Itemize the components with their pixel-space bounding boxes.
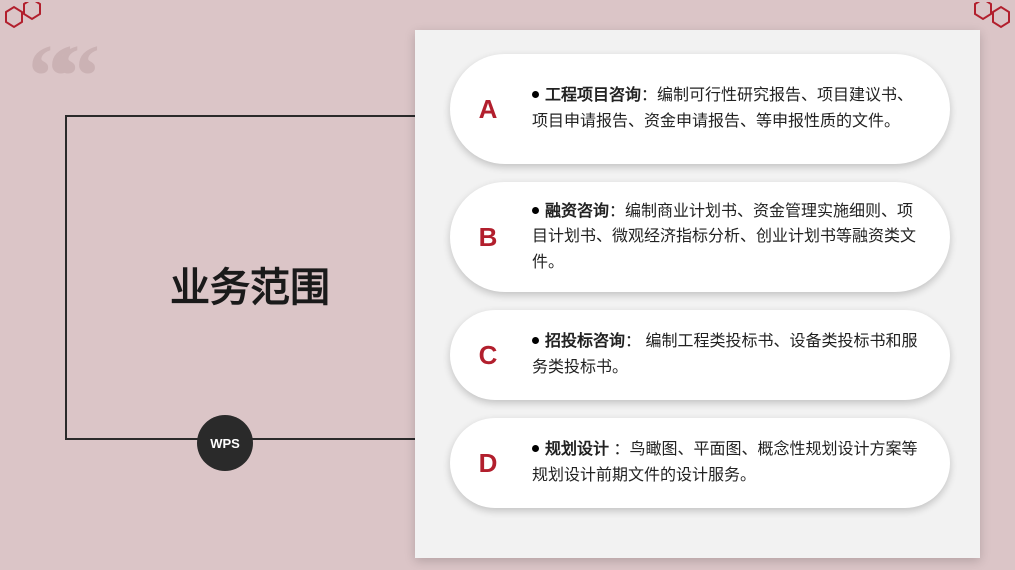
page-title: 业务范围 — [170, 255, 330, 313]
service-item: C 招投标咨询： 编制工程类投标书、设备类投标书和服务类投标书。 — [450, 310, 950, 400]
item-letter-badge: C — [462, 329, 514, 381]
quote-decoration: ““ — [28, 50, 82, 104]
items-panel: A 工程项目咨询：编制可行性研究报告、项目建议书、项目申请报告、资金申请报告、等… — [415, 30, 980, 558]
service-item: B 融资咨询：编制商业计划书、资金管理实施细则、项目计划书、微观经济指标分析、创… — [450, 182, 950, 292]
item-letter-badge: B — [462, 211, 514, 263]
item-letter-badge: D — [462, 437, 514, 489]
service-item: A 工程项目咨询：编制可行性研究报告、项目建议书、项目申请报告、资金申请报告、等… — [450, 54, 950, 164]
service-item: D 规划设计 ：鸟瞰图、平面图、概念性规划设计方案等规划设计前期文件的设计服务。 — [450, 418, 950, 508]
wps-badge: WPS — [197, 415, 253, 471]
item-text: 融资咨询：编制商业计划书、资金管理实施细则、项目计划书、微观经济指标分析、创业计… — [514, 183, 950, 292]
item-letter-badge: A — [462, 83, 514, 135]
item-text: 工程项目咨询：编制可行性研究报告、项目建议书、项目申请报告、资金申请报告、等申报… — [514, 67, 950, 150]
item-text: 规划设计 ：鸟瞰图、平面图、概念性规划设计方案等规划设计前期文件的设计服务。 — [514, 421, 950, 504]
item-text: 招投标咨询： 编制工程类投标书、设备类投标书和服务类投标书。 — [514, 313, 950, 396]
